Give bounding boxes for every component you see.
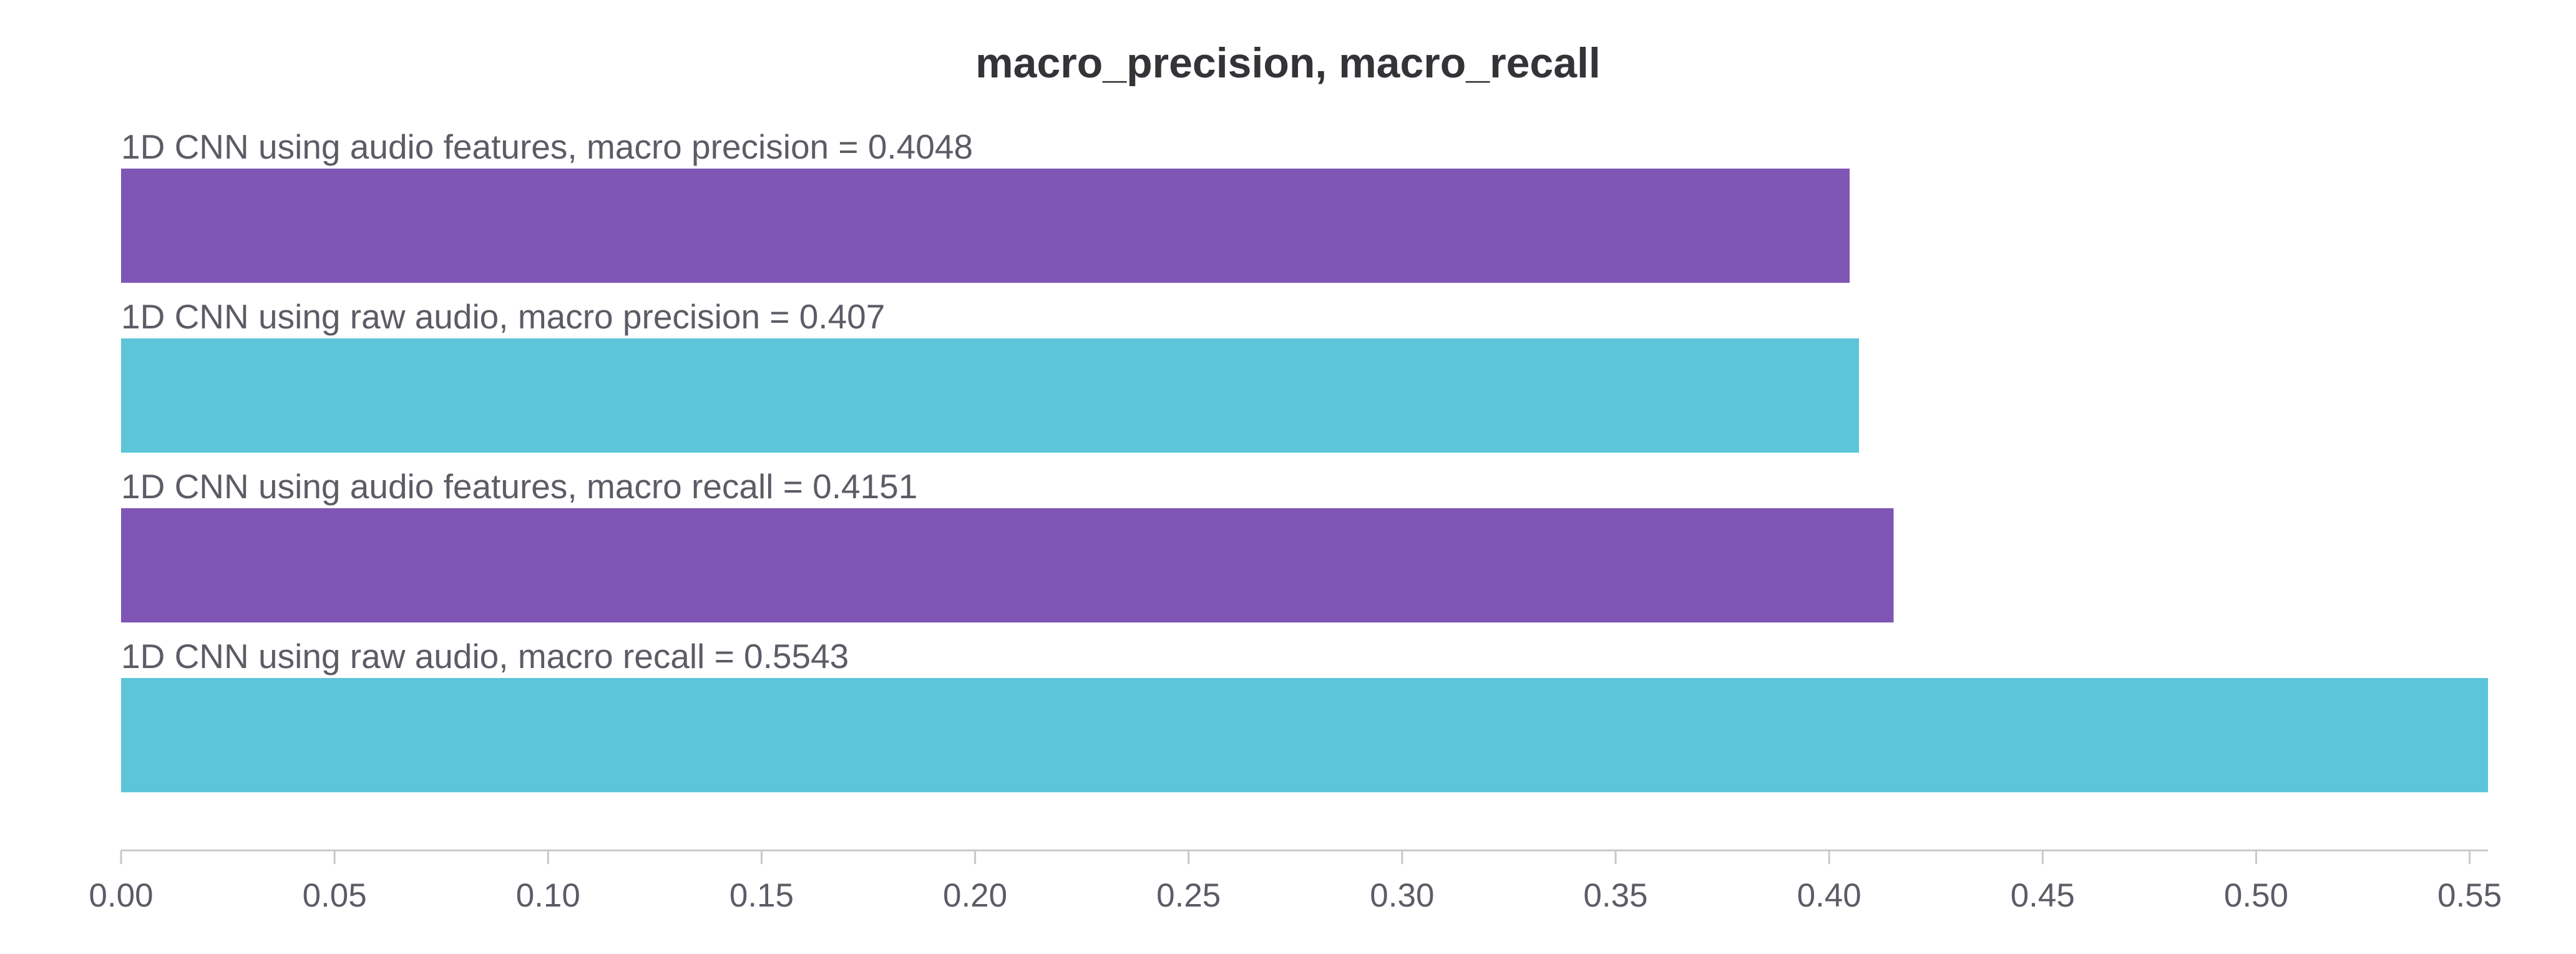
- x-tick-label: 0.15: [729, 877, 794, 914]
- x-tick-label: 0.00: [89, 877, 153, 914]
- bars-layer: 1D CNN using audio features, macro preci…: [121, 127, 2488, 792]
- bar[interactable]: [121, 169, 1850, 283]
- x-tick-label: 0.10: [516, 877, 580, 914]
- x-tick-label: 0.55: [2437, 877, 2502, 914]
- bar[interactable]: [121, 678, 2488, 792]
- x-tick-label: 0.45: [2011, 877, 2075, 914]
- x-tick-label: 0.35: [1583, 877, 1647, 914]
- bar[interactable]: [121, 508, 1894, 622]
- bar-label: 1D CNN using audio features, macro recal…: [121, 467, 917, 506]
- bar-label: 1D CNN using raw audio, macro recall = 0…: [121, 637, 849, 676]
- chart-title: macro_precision, macro_recall: [975, 39, 1601, 87]
- bar-label: 1D CNN using audio features, macro preci…: [121, 127, 973, 166]
- x-tick-label: 0.25: [1156, 877, 1221, 914]
- bar[interactable]: [121, 338, 1860, 453]
- x-axis-ticks: 0.00 0.05 0.10 0.15 0.20 0.25 0.30 0.35 0.40 0.45…: [89, 850, 2502, 914]
- x-tick-label: 0.40: [1797, 877, 1861, 914]
- x-tick-label: 0.05: [303, 877, 367, 914]
- x-tick-label: 0.30: [1370, 877, 1434, 914]
- x-tick-label: 0.20: [943, 877, 1007, 914]
- x-tick-label: 0.50: [2224, 877, 2288, 914]
- bar-label: 1D CNN using raw audio, macro precision …: [121, 297, 885, 336]
